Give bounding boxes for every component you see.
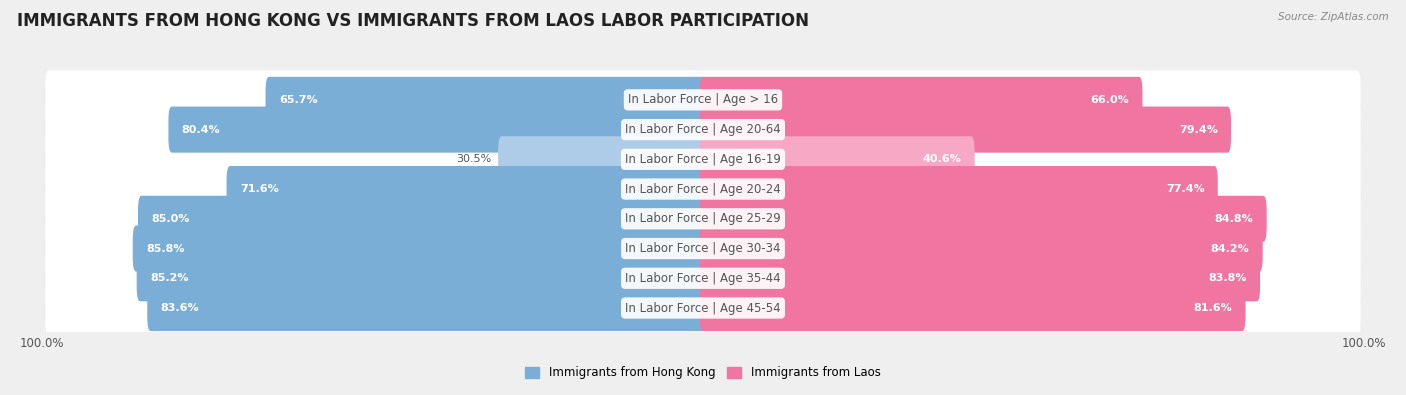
FancyBboxPatch shape <box>148 285 706 331</box>
Text: 66.0%: 66.0% <box>1091 95 1129 105</box>
Text: 65.7%: 65.7% <box>278 95 318 105</box>
FancyBboxPatch shape <box>700 196 1267 242</box>
FancyBboxPatch shape <box>700 255 1260 301</box>
Text: 83.8%: 83.8% <box>1208 273 1247 283</box>
Text: 40.6%: 40.6% <box>922 154 962 164</box>
Text: In Labor Force | Age 20-24: In Labor Force | Age 20-24 <box>626 182 780 196</box>
Text: 85.2%: 85.2% <box>150 273 188 283</box>
Legend: Immigrants from Hong Kong, Immigrants from Laos: Immigrants from Hong Kong, Immigrants fr… <box>520 362 886 384</box>
Text: 85.0%: 85.0% <box>152 214 190 224</box>
FancyBboxPatch shape <box>226 166 706 212</box>
Text: In Labor Force | Age 25-29: In Labor Force | Age 25-29 <box>626 212 780 225</box>
Text: In Labor Force | Age 35-44: In Labor Force | Age 35-44 <box>626 272 780 285</box>
Text: Source: ZipAtlas.com: Source: ZipAtlas.com <box>1278 12 1389 22</box>
Text: 77.4%: 77.4% <box>1166 184 1205 194</box>
FancyBboxPatch shape <box>45 249 1361 308</box>
Text: 79.4%: 79.4% <box>1178 124 1218 135</box>
FancyBboxPatch shape <box>700 226 1263 272</box>
Text: In Labor Force | Age > 16: In Labor Force | Age > 16 <box>628 93 778 106</box>
Text: 30.5%: 30.5% <box>457 154 492 164</box>
Text: In Labor Force | Age 30-34: In Labor Force | Age 30-34 <box>626 242 780 255</box>
FancyBboxPatch shape <box>498 136 706 182</box>
FancyBboxPatch shape <box>45 100 1361 159</box>
Text: 80.4%: 80.4% <box>181 124 221 135</box>
FancyBboxPatch shape <box>700 107 1232 152</box>
FancyBboxPatch shape <box>45 130 1361 189</box>
FancyBboxPatch shape <box>138 196 706 242</box>
FancyBboxPatch shape <box>45 160 1361 219</box>
Text: 71.6%: 71.6% <box>240 184 278 194</box>
FancyBboxPatch shape <box>700 77 1143 123</box>
Text: 83.6%: 83.6% <box>160 303 200 313</box>
FancyBboxPatch shape <box>136 255 706 301</box>
FancyBboxPatch shape <box>700 136 974 182</box>
FancyBboxPatch shape <box>132 226 706 272</box>
FancyBboxPatch shape <box>45 278 1361 338</box>
FancyBboxPatch shape <box>169 107 706 152</box>
FancyBboxPatch shape <box>45 219 1361 278</box>
FancyBboxPatch shape <box>700 166 1218 212</box>
Text: 81.6%: 81.6% <box>1194 303 1232 313</box>
FancyBboxPatch shape <box>45 70 1361 130</box>
Text: In Labor Force | Age 16-19: In Labor Force | Age 16-19 <box>626 153 780 166</box>
Text: In Labor Force | Age 45-54: In Labor Force | Age 45-54 <box>626 301 780 314</box>
Text: 85.8%: 85.8% <box>146 244 184 254</box>
Text: 84.8%: 84.8% <box>1215 214 1254 224</box>
FancyBboxPatch shape <box>700 285 1246 331</box>
FancyBboxPatch shape <box>266 77 706 123</box>
Text: In Labor Force | Age 20-64: In Labor Force | Age 20-64 <box>626 123 780 136</box>
Text: 84.2%: 84.2% <box>1211 244 1250 254</box>
FancyBboxPatch shape <box>45 189 1361 248</box>
Text: IMMIGRANTS FROM HONG KONG VS IMMIGRANTS FROM LAOS LABOR PARTICIPATION: IMMIGRANTS FROM HONG KONG VS IMMIGRANTS … <box>17 12 808 30</box>
